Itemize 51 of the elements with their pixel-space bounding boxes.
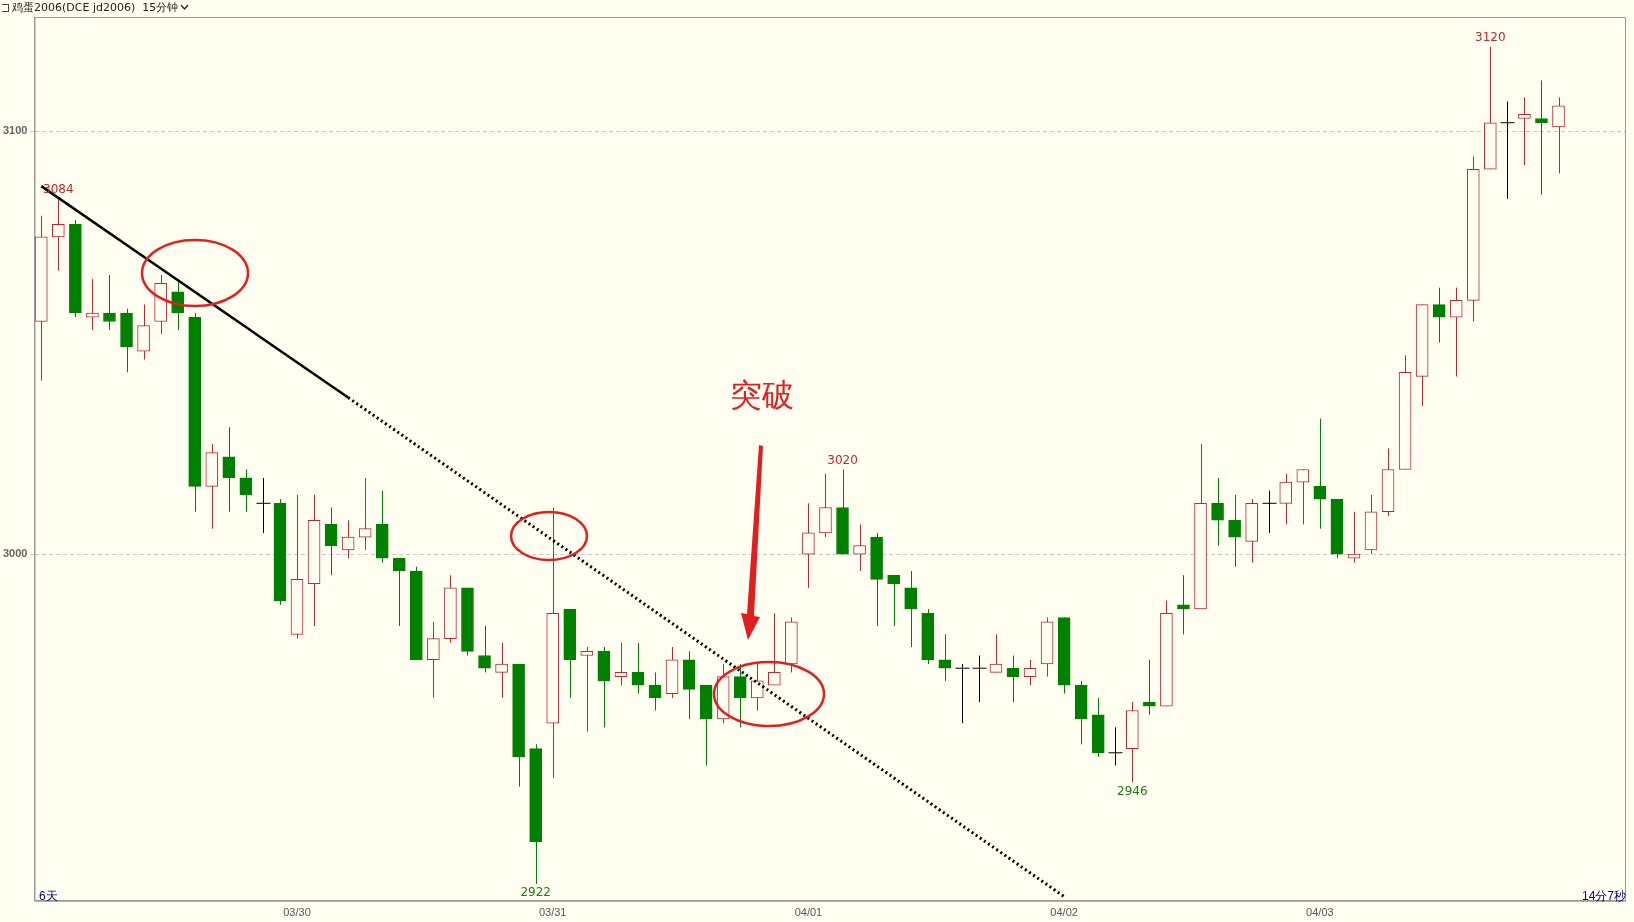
candlestick (733, 663, 747, 728)
candlestick (1006, 655, 1020, 703)
candlestick (1500, 101, 1515, 200)
candlestick (86, 278, 99, 331)
candlestick (580, 646, 594, 733)
candlestick (478, 625, 491, 673)
candlestick (989, 633, 1003, 673)
candlestick (1535, 79, 1548, 196)
y-tick-label: 3000 (2, 547, 28, 560)
candlestick (1347, 511, 1361, 563)
candlestick (1313, 418, 1327, 530)
candlestick (324, 507, 338, 576)
candlestick (1262, 490, 1277, 534)
candlestick (938, 633, 952, 682)
candlestick (1143, 659, 1156, 716)
annotation: 3120 (1475, 29, 1506, 44)
candlestick (1228, 494, 1241, 568)
candlestick (904, 570, 918, 648)
candlestick (222, 426, 236, 513)
candlestick (802, 502, 815, 589)
candlestick (1177, 574, 1190, 635)
x-tick-label: 04/01 (794, 906, 823, 919)
annotation: 6天 (39, 888, 58, 905)
text: 14分7秒 (1582, 888, 1627, 905)
candlestick (1108, 726, 1123, 766)
candlestick (853, 523, 866, 572)
candlestick (887, 574, 900, 627)
candlestick (103, 274, 116, 331)
x-tick-label: 03/31 (538, 906, 567, 919)
candlestick (256, 477, 271, 534)
candlestick (495, 642, 508, 699)
candlestick (955, 663, 970, 724)
annotation: 2922 (520, 885, 551, 900)
x-tick-label: 04/02 (1050, 906, 1078, 919)
annotation: 2946 (1117, 783, 1148, 798)
annotation: 3020 (827, 452, 858, 467)
x-tick-label: 04/03 (1306, 906, 1334, 919)
candlestick (1432, 287, 1446, 344)
chart-title: 鸡蛋2006(DCE jd2006) 15分钟 (12, 0, 179, 15)
candlestick (1518, 96, 1531, 166)
x-tick-label: 03/30 (283, 906, 311, 919)
annotation: 突破 (730, 376, 794, 415)
candlestick (392, 557, 406, 627)
candlestick (614, 642, 628, 686)
candlestick (427, 621, 440, 699)
y-tick-label: 3100 (2, 124, 28, 137)
candlestick (358, 477, 372, 551)
candlestick (972, 655, 987, 703)
annotation: 3084 (43, 181, 74, 196)
candlestick (1552, 96, 1565, 174)
candlestick (1279, 473, 1293, 525)
